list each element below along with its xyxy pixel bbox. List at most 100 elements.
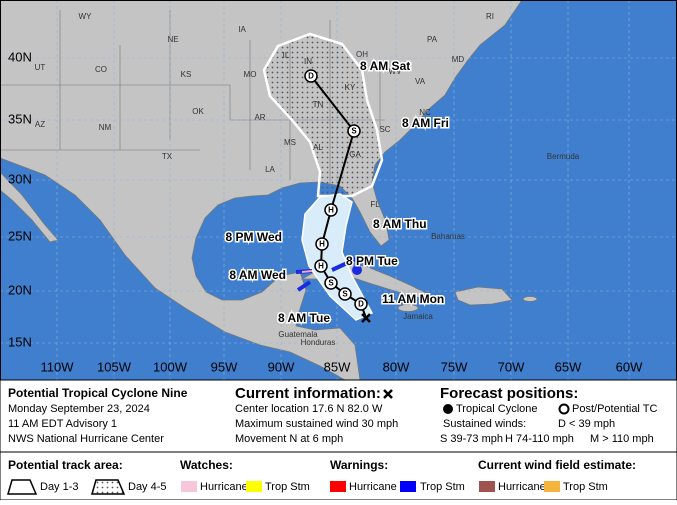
forecast-point xyxy=(354,297,368,311)
wind-field-heading: Current wind field estimate: xyxy=(478,458,636,472)
place-label: PA xyxy=(427,35,438,44)
forecast-time-label: 8 AM Tue xyxy=(278,311,330,325)
forecast-letter: D xyxy=(308,72,314,81)
place-label: CO xyxy=(95,65,107,74)
forecast-point xyxy=(304,69,318,83)
watch-item: Trop Stm xyxy=(265,481,310,493)
swatch xyxy=(246,481,262,492)
puerto-rico-island xyxy=(522,296,538,302)
forecast-time-label: 8 PM Tue xyxy=(346,254,398,268)
longitude-label: 110W xyxy=(41,359,75,374)
place-label: IN xyxy=(304,57,312,66)
land xyxy=(0,0,523,381)
place-label: TX xyxy=(162,152,173,161)
advisory: 11 AM EDT Advisory 1 xyxy=(8,418,117,430)
current-icon xyxy=(383,389,393,399)
day45-label: Day 4-5 xyxy=(128,481,167,493)
current-line: Maximum sustained wind 30 mph xyxy=(235,418,398,430)
hurricane-watch xyxy=(301,270,313,273)
place-label: WV xyxy=(389,67,403,76)
place-label: GA xyxy=(349,150,361,159)
day13-icon xyxy=(7,479,38,495)
agency: NWS National Hurricane Center xyxy=(8,433,164,445)
place-label: NE xyxy=(167,35,178,44)
longitude-label: 85W xyxy=(324,359,351,374)
place-label: FL xyxy=(370,200,380,209)
post-icon xyxy=(558,403,570,415)
latitude-label: 20N xyxy=(8,282,32,297)
latitude-label: 40N xyxy=(8,49,32,64)
track-area-heading: Potential track area: xyxy=(8,458,123,472)
warning-item: Trop Stm xyxy=(420,481,465,493)
place-label: Honduras xyxy=(301,338,336,347)
longitude-label: 65W xyxy=(555,359,582,374)
place-label: Jamaica xyxy=(403,312,433,321)
forecast-point xyxy=(324,276,338,290)
forecast-letter: H xyxy=(328,206,334,215)
day13-label: Day 1-3 xyxy=(40,481,79,493)
longitude-label: 105W xyxy=(97,359,132,374)
map: 40N 35N 30N 25N 20N 15N 110W 105W 100W 95W 90W 85W 8… xyxy=(0,0,677,381)
legend: Potential Tropical Cyclone Nine Monday S… xyxy=(0,379,677,501)
forecast-time-label: 8 AM Sat xyxy=(360,59,410,73)
post-label: Post/Potential TC xyxy=(572,403,657,415)
current-position xyxy=(361,313,371,323)
forecast-letter: S xyxy=(351,127,357,136)
forecast-point xyxy=(314,259,328,273)
latitude-label: 15N xyxy=(8,334,32,349)
place-label: KS xyxy=(181,70,192,79)
day45-icon xyxy=(91,479,126,495)
place-label: AL xyxy=(313,143,323,152)
place-label: MS xyxy=(284,138,296,147)
hispaniola xyxy=(454,286,513,306)
baja xyxy=(0,171,59,243)
watches-heading: Watches: xyxy=(180,458,233,472)
place-label: KY xyxy=(345,83,356,92)
forecast-letter: S xyxy=(342,290,348,299)
place-label: AZ xyxy=(35,120,45,129)
forecast-point xyxy=(315,237,329,251)
wind-class: D < 39 mph xyxy=(558,418,615,430)
forecast-point xyxy=(324,203,338,217)
place-label: MD xyxy=(452,55,465,64)
day13-cone xyxy=(301,193,374,321)
current-line: Movement N at 6 mph xyxy=(235,433,343,445)
place-label: WY xyxy=(79,12,93,21)
day45-cone xyxy=(262,32,384,198)
forecast-time-label: 8 AM Fri xyxy=(402,116,449,130)
swatch xyxy=(544,481,560,492)
place-label: TN xyxy=(313,100,324,109)
current-line: Center location 17.6 N 82.0 W xyxy=(235,403,383,415)
place-label: MO xyxy=(244,70,257,79)
longitude-label: 70W xyxy=(498,359,525,374)
forecast-heading: Forecast positions: xyxy=(440,385,578,402)
forecast-letter: H xyxy=(319,240,325,249)
forecast-time-label: 8 PM Wed xyxy=(226,230,282,244)
longitude-label: 80W xyxy=(383,359,410,374)
swatch xyxy=(400,481,416,492)
place-label: IA xyxy=(238,25,246,34)
longitude-label: 60W xyxy=(616,359,643,374)
warning-area xyxy=(352,265,362,275)
jamaica-island xyxy=(397,304,419,312)
winds-heading: Sustained winds: xyxy=(443,418,526,430)
watch-item: Hurricane xyxy=(200,481,248,493)
forecast-letter: S xyxy=(328,279,334,288)
swatch xyxy=(479,481,495,492)
wind-field-item: Hurricane xyxy=(498,481,546,493)
forecast-point xyxy=(347,124,361,138)
storm-title: Potential Tropical Cyclone Nine xyxy=(8,386,188,400)
place-label: SC xyxy=(379,125,390,134)
wind-class: S 39-73 mph xyxy=(440,433,503,445)
place-label: LA xyxy=(265,165,275,174)
place-label: AR xyxy=(254,113,265,122)
latitude-label: 30N xyxy=(8,171,32,186)
swatch xyxy=(330,481,346,492)
current-heading: Current information: xyxy=(235,385,381,402)
longitude-label: 75W xyxy=(441,359,468,374)
forecast-letter: H xyxy=(318,262,324,271)
place-label: NC xyxy=(419,108,431,117)
place-label: VA xyxy=(415,77,426,86)
place-label: NM xyxy=(99,123,112,132)
